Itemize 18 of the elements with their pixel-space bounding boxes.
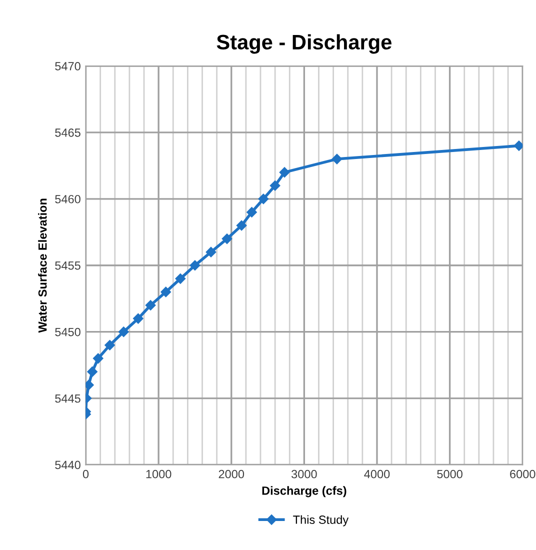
x-axis-title: Discharge (cfs) bbox=[262, 486, 346, 498]
legend-label: This Study bbox=[293, 515, 349, 526]
x-tick-label: 0 bbox=[82, 470, 89, 478]
y-tick-label: 5450 bbox=[55, 328, 80, 336]
y-tick-label: 5445 bbox=[55, 394, 80, 403]
x-tick-label: 6000 bbox=[510, 470, 536, 478]
y-tick-label: 5465 bbox=[55, 128, 80, 137]
y-tick-label: 5455 bbox=[55, 262, 80, 270]
chart-title: Stage - Discharge bbox=[216, 34, 392, 54]
x-tick-label: 5000 bbox=[437, 470, 462, 478]
y-tick-label: 5440 bbox=[55, 460, 80, 470]
x-tick-label: 1000 bbox=[146, 470, 172, 478]
y-tick-label: 5470 bbox=[55, 62, 80, 70]
x-tick-label: 2000 bbox=[218, 470, 244, 478]
x-tick-label: 3000 bbox=[292, 470, 317, 478]
y-axis-title: Water Surface Elevation bbox=[38, 198, 47, 333]
x-tick-label: 4000 bbox=[364, 470, 390, 478]
y-tick-label: 5460 bbox=[55, 194, 80, 204]
